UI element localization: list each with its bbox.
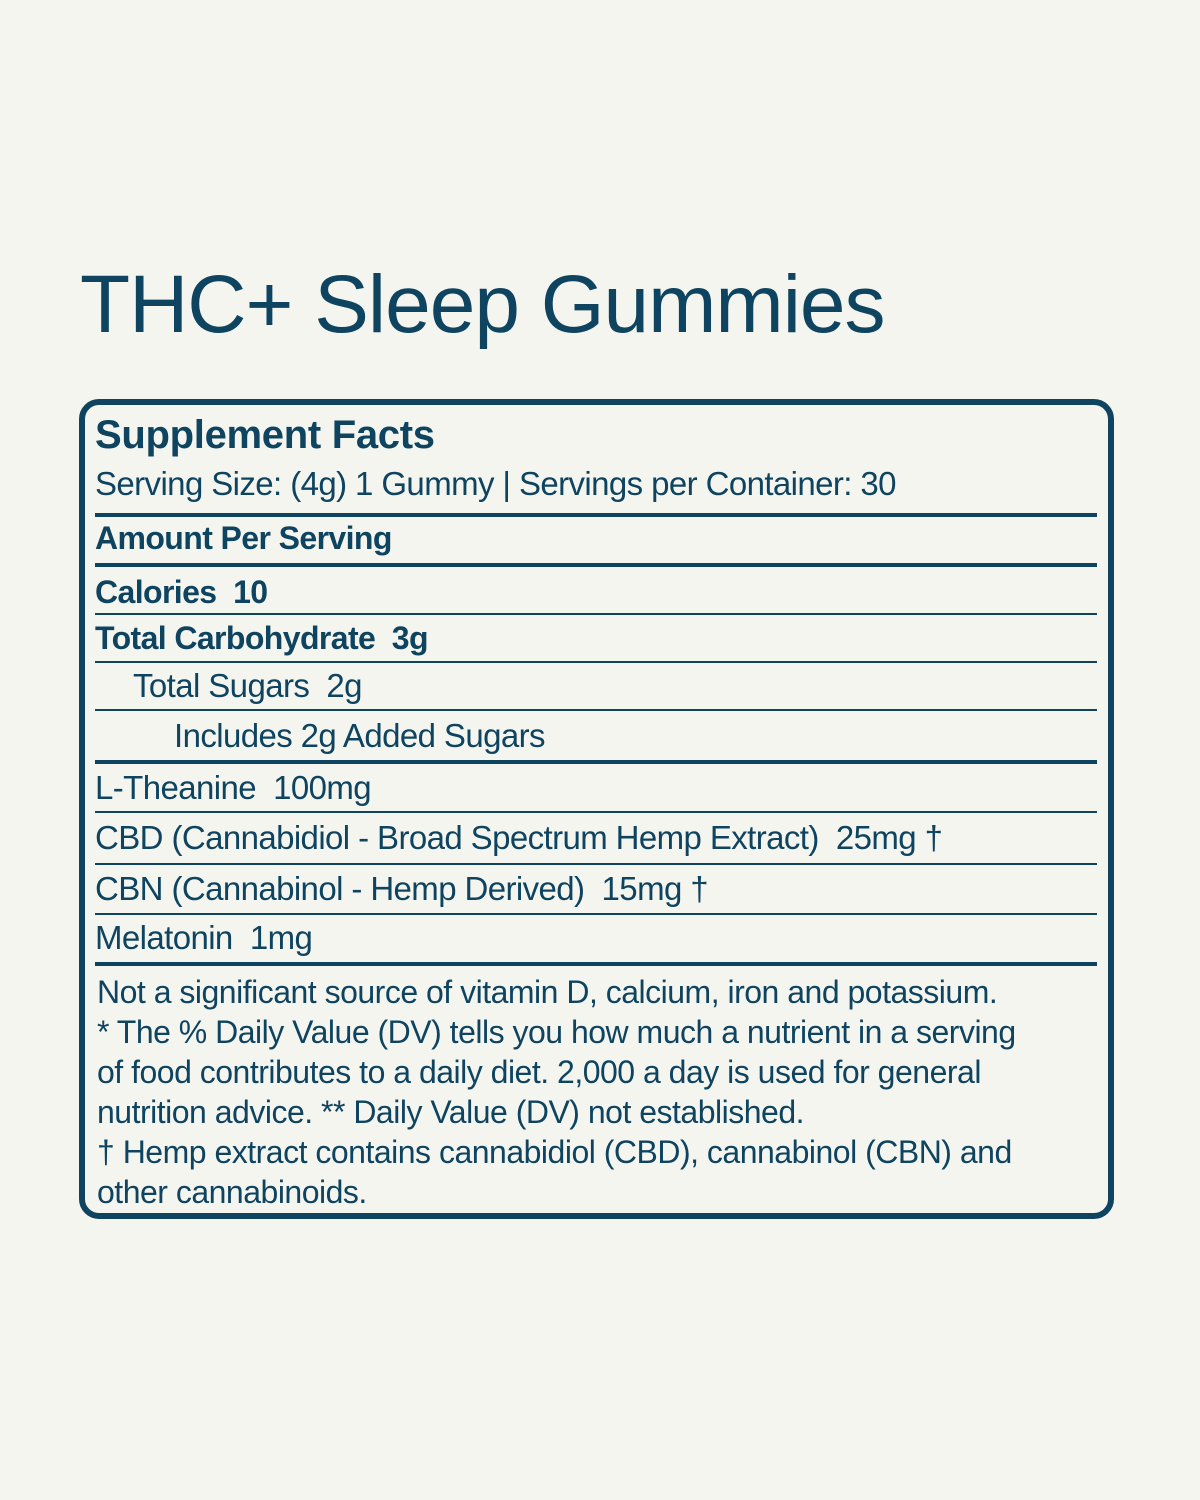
- row-total-carbohydrate: Total Carbohydrate 3g: [95, 620, 429, 656]
- divider: [95, 513, 1097, 517]
- row-total-sugars: Total Sugars 2g: [133, 667, 362, 704]
- divider: [95, 863, 1097, 865]
- divider: [95, 613, 1097, 615]
- serving-info: Serving Size: (4g) 1 Gummy | Servings pe…: [95, 465, 897, 502]
- divider: [95, 811, 1097, 813]
- divider: [95, 563, 1097, 567]
- footnote-line: † Hemp extract contains cannabidiol (CBD…: [97, 1134, 1012, 1170]
- divider: [95, 913, 1097, 915]
- row-cbn: CBN (Cannabinol - Hemp Derived) 15mg †: [95, 870, 709, 907]
- divider: [95, 962, 1097, 966]
- facts-heading: Supplement Facts: [95, 413, 435, 457]
- divider: [95, 661, 1097, 663]
- row-added-sugars: Includes 2g Added Sugars: [174, 717, 545, 754]
- row-cbd: CBD (Cannabidiol - Broad Spectrum Hemp E…: [95, 819, 943, 856]
- product-title: THC+ Sleep Gummies: [80, 259, 886, 350]
- footnote-line: other cannabinoids.: [97, 1174, 367, 1210]
- row-melatonin: Melatonin 1mg: [95, 919, 313, 956]
- footnote-line: nutrition advice. ** Daily Value (DV) no…: [97, 1094, 805, 1130]
- supplement-facts-panel: [79, 399, 1114, 1219]
- divider: [95, 760, 1097, 764]
- row-l-theanine: L-Theanine 100mg: [95, 769, 372, 806]
- footnote-line: Not a significant source of vitamin D, c…: [97, 974, 998, 1010]
- divider: [95, 709, 1097, 711]
- row-calories: Calories 10: [95, 574, 268, 610]
- amount-per-serving: Amount Per Serving: [95, 520, 392, 556]
- footnotes: Not a significant source of vitamin D, c…: [97, 972, 1107, 1212]
- footnote-line: * The % Daily Value (DV) tells you how m…: [97, 1014, 1016, 1050]
- footnote-line: of food contributes to a daily diet. 2,0…: [97, 1054, 981, 1090]
